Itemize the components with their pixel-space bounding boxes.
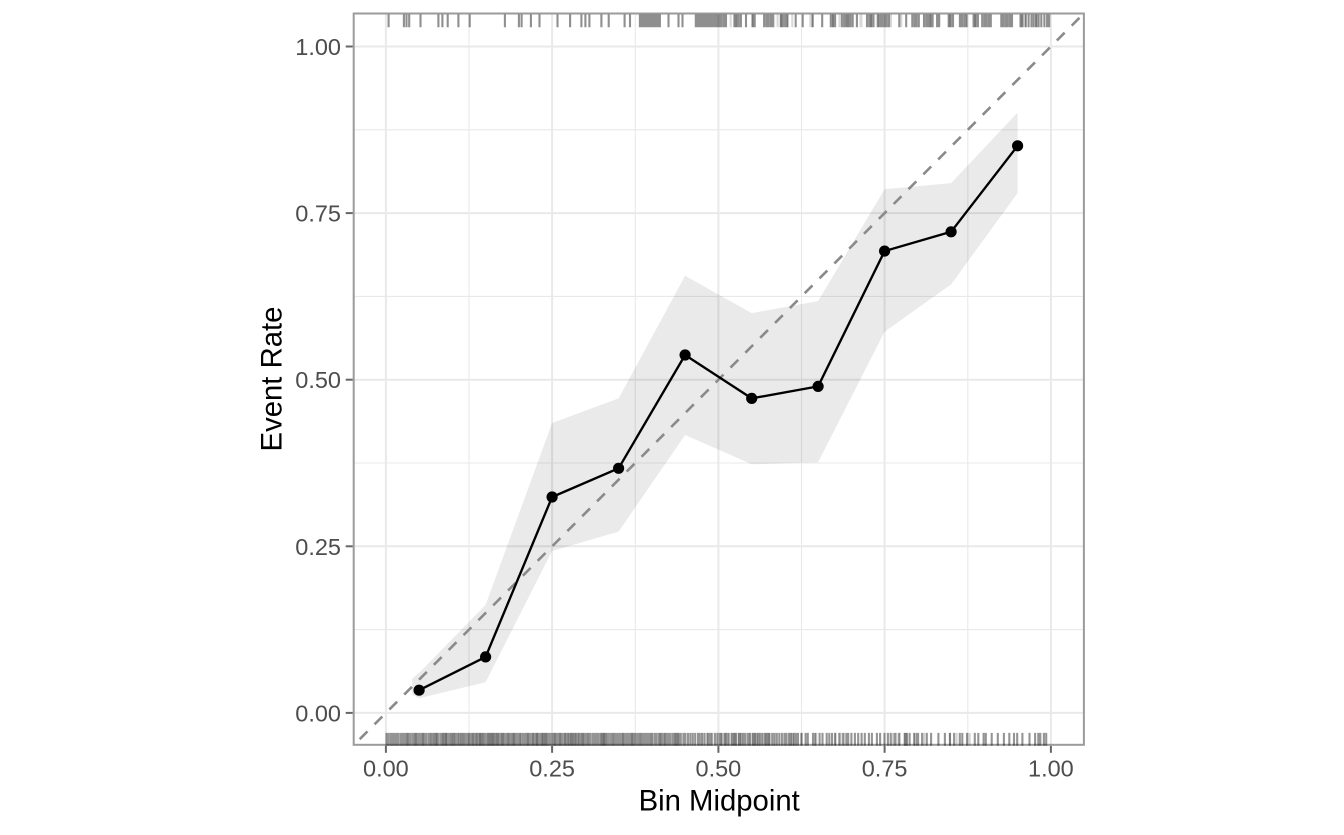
svg-text:Event Rate: Event Rate — [256, 307, 289, 452]
svg-text:0.50: 0.50 — [696, 756, 742, 782]
svg-text:0.75: 0.75 — [295, 201, 341, 227]
svg-text:0.00: 0.00 — [363, 756, 409, 782]
svg-text:1.00: 1.00 — [1028, 756, 1074, 782]
svg-text:0.25: 0.25 — [529, 756, 575, 782]
svg-text:0.50: 0.50 — [295, 367, 341, 393]
svg-text:Bin Midpoint: Bin Midpoint — [639, 784, 800, 817]
svg-text:0.25: 0.25 — [295, 534, 341, 560]
svg-text:1.00: 1.00 — [295, 34, 341, 60]
svg-text:0.75: 0.75 — [862, 756, 908, 782]
svg-text:0.00: 0.00 — [295, 700, 341, 726]
